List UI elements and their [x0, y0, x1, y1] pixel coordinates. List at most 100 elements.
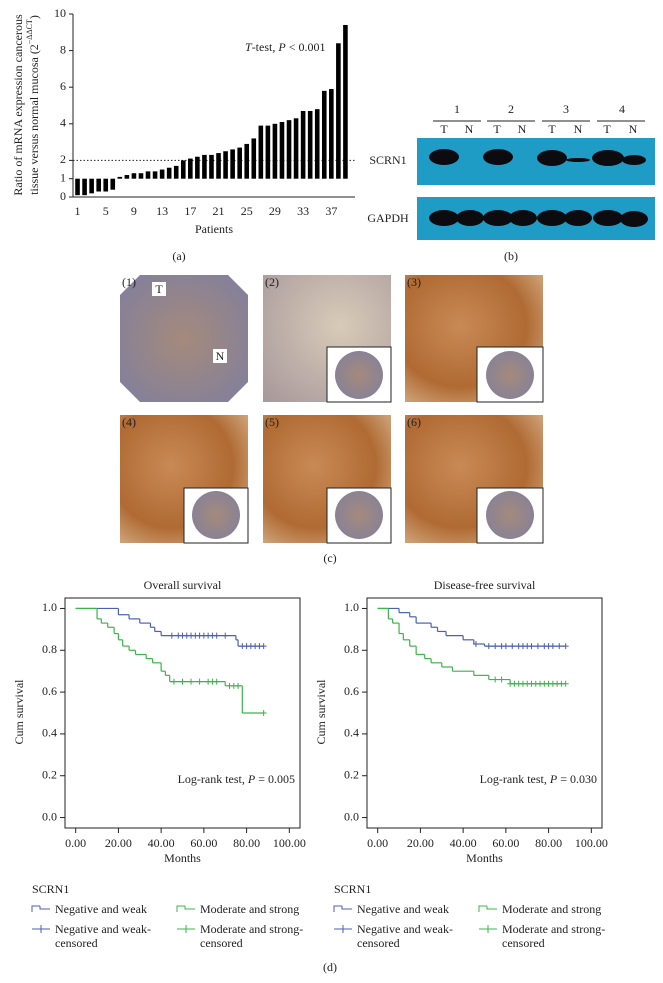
- bar: [173, 165, 179, 179]
- chart-title: Disease-free survival: [434, 578, 536, 592]
- ihc-marker: T: [155, 282, 163, 296]
- ihc-marker: N: [216, 349, 225, 363]
- x-axis-label: Months: [466, 851, 503, 865]
- y-axis-label: Cum survival: [314, 679, 328, 745]
- censor-mark: [235, 682, 242, 689]
- y-axis-label: Ratio of mRNA expression cancerous tissue…: [11, 14, 41, 196]
- y-tick-label: 0.0: [344, 809, 359, 823]
- blot-row-label: SCRN1: [369, 153, 406, 167]
- ihc-label: (5): [265, 415, 279, 429]
- plot-frame: [366, 597, 603, 829]
- censor-mark: [485, 643, 492, 650]
- bar: [314, 109, 320, 179]
- bar: [152, 171, 158, 179]
- western-blot: [417, 120, 655, 240]
- bar: [265, 125, 271, 179]
- bar: [96, 178, 101, 192]
- bar: [258, 125, 264, 179]
- ihc-label: (2): [265, 275, 279, 289]
- x-tick-label: 0.00: [65, 836, 86, 850]
- x-tick-label: 29: [269, 204, 281, 218]
- bar: [124, 175, 130, 179]
- legend-entry: Negative and weak-censored: [55, 922, 151, 950]
- y-tick-label: 0.4: [42, 726, 57, 740]
- censor-mark: [222, 632, 229, 639]
- annotation-part: = 0.005: [255, 772, 295, 786]
- legend-swatch: [176, 905, 195, 912]
- y-axis-label-part: −ΔΔCT: [25, 19, 34, 44]
- y-tick-label: 0.6: [42, 684, 57, 698]
- y-tick-label: 1: [60, 170, 66, 184]
- ihc-label: (3): [407, 275, 421, 289]
- bar: [145, 171, 151, 179]
- censor-mark: [179, 678, 186, 685]
- lane-label: T: [603, 122, 611, 136]
- bar: [89, 178, 94, 194]
- x-tick-label: 0.00: [367, 836, 388, 850]
- y-tick-label: 1.0: [344, 600, 359, 614]
- bar: [131, 173, 137, 179]
- lane-number: 1: [454, 102, 460, 116]
- x-tick-label: 20.00: [407, 836, 434, 850]
- x-tick-label: 33: [297, 204, 309, 218]
- legend-title: SCRN1: [334, 882, 371, 896]
- censor-mark: [260, 643, 267, 650]
- censor-mark: [260, 710, 267, 716]
- bar: [343, 24, 348, 179]
- legend-swatch: [333, 905, 352, 912]
- censor-mark: [213, 632, 220, 639]
- x-tick-label: 13: [156, 204, 168, 218]
- plot-frame: [64, 597, 301, 829]
- ihc-images: [120, 275, 544, 544]
- annotation-part: P: [247, 772, 256, 786]
- censor-mark: [509, 643, 516, 650]
- legend-swatch: [334, 925, 352, 933]
- y-axis-label-part: Ratio of mRNA expression cancerous: [11, 14, 25, 196]
- blot-row-label: GAPDH: [367, 211, 409, 225]
- lane-label: T: [440, 122, 448, 136]
- censor-mark: [196, 678, 203, 685]
- legend-entry: Moderate and strong: [502, 902, 602, 916]
- x-tick-label: 80.00: [535, 836, 562, 850]
- bar: [82, 178, 87, 196]
- censor-mark: [492, 676, 499, 683]
- ihc-label: (1): [122, 275, 136, 289]
- y-tick-label: 0.4: [344, 726, 359, 740]
- bar: [321, 90, 327, 179]
- bar: [244, 143, 250, 179]
- bar: [216, 153, 221, 179]
- bar: [75, 178, 80, 196]
- bar: [329, 89, 334, 179]
- censor-mark: [502, 643, 509, 650]
- annotation-part: -test,: [252, 40, 279, 54]
- y-tick-label: 1.0: [42, 600, 57, 614]
- censor-mark: [562, 680, 569, 687]
- censor-mark: [472, 641, 479, 647]
- censor-mark: [534, 643, 541, 650]
- ihc-label: (4): [122, 415, 136, 429]
- bar: [159, 169, 165, 179]
- legend-swatch: [32, 925, 50, 933]
- bar: [166, 167, 172, 179]
- bar: [279, 121, 285, 179]
- legend-entry: Moderate and strong: [200, 902, 300, 916]
- panel-label: (d): [323, 960, 337, 974]
- x-tick-label: 21: [213, 204, 225, 218]
- bar: [300, 110, 306, 179]
- legend-entry: Moderate and strong-censored: [502, 922, 606, 950]
- legend-swatch: [478, 905, 497, 912]
- y-tick-label: 6: [60, 79, 66, 93]
- chart-title: Overall survival: [144, 578, 222, 592]
- y-tick-label: 0.8: [42, 642, 57, 656]
- y-tick-label: 10: [54, 6, 66, 20]
- panel-label: (c): [323, 551, 336, 565]
- bar: [138, 173, 144, 179]
- censor-mark: [213, 678, 220, 685]
- bar: [223, 151, 228, 179]
- censor-mark: [498, 676, 505, 683]
- annotation-part: T: [245, 40, 253, 54]
- y-axis-label: Cum survival: [12, 679, 26, 745]
- x-tick-label: 37: [325, 204, 337, 218]
